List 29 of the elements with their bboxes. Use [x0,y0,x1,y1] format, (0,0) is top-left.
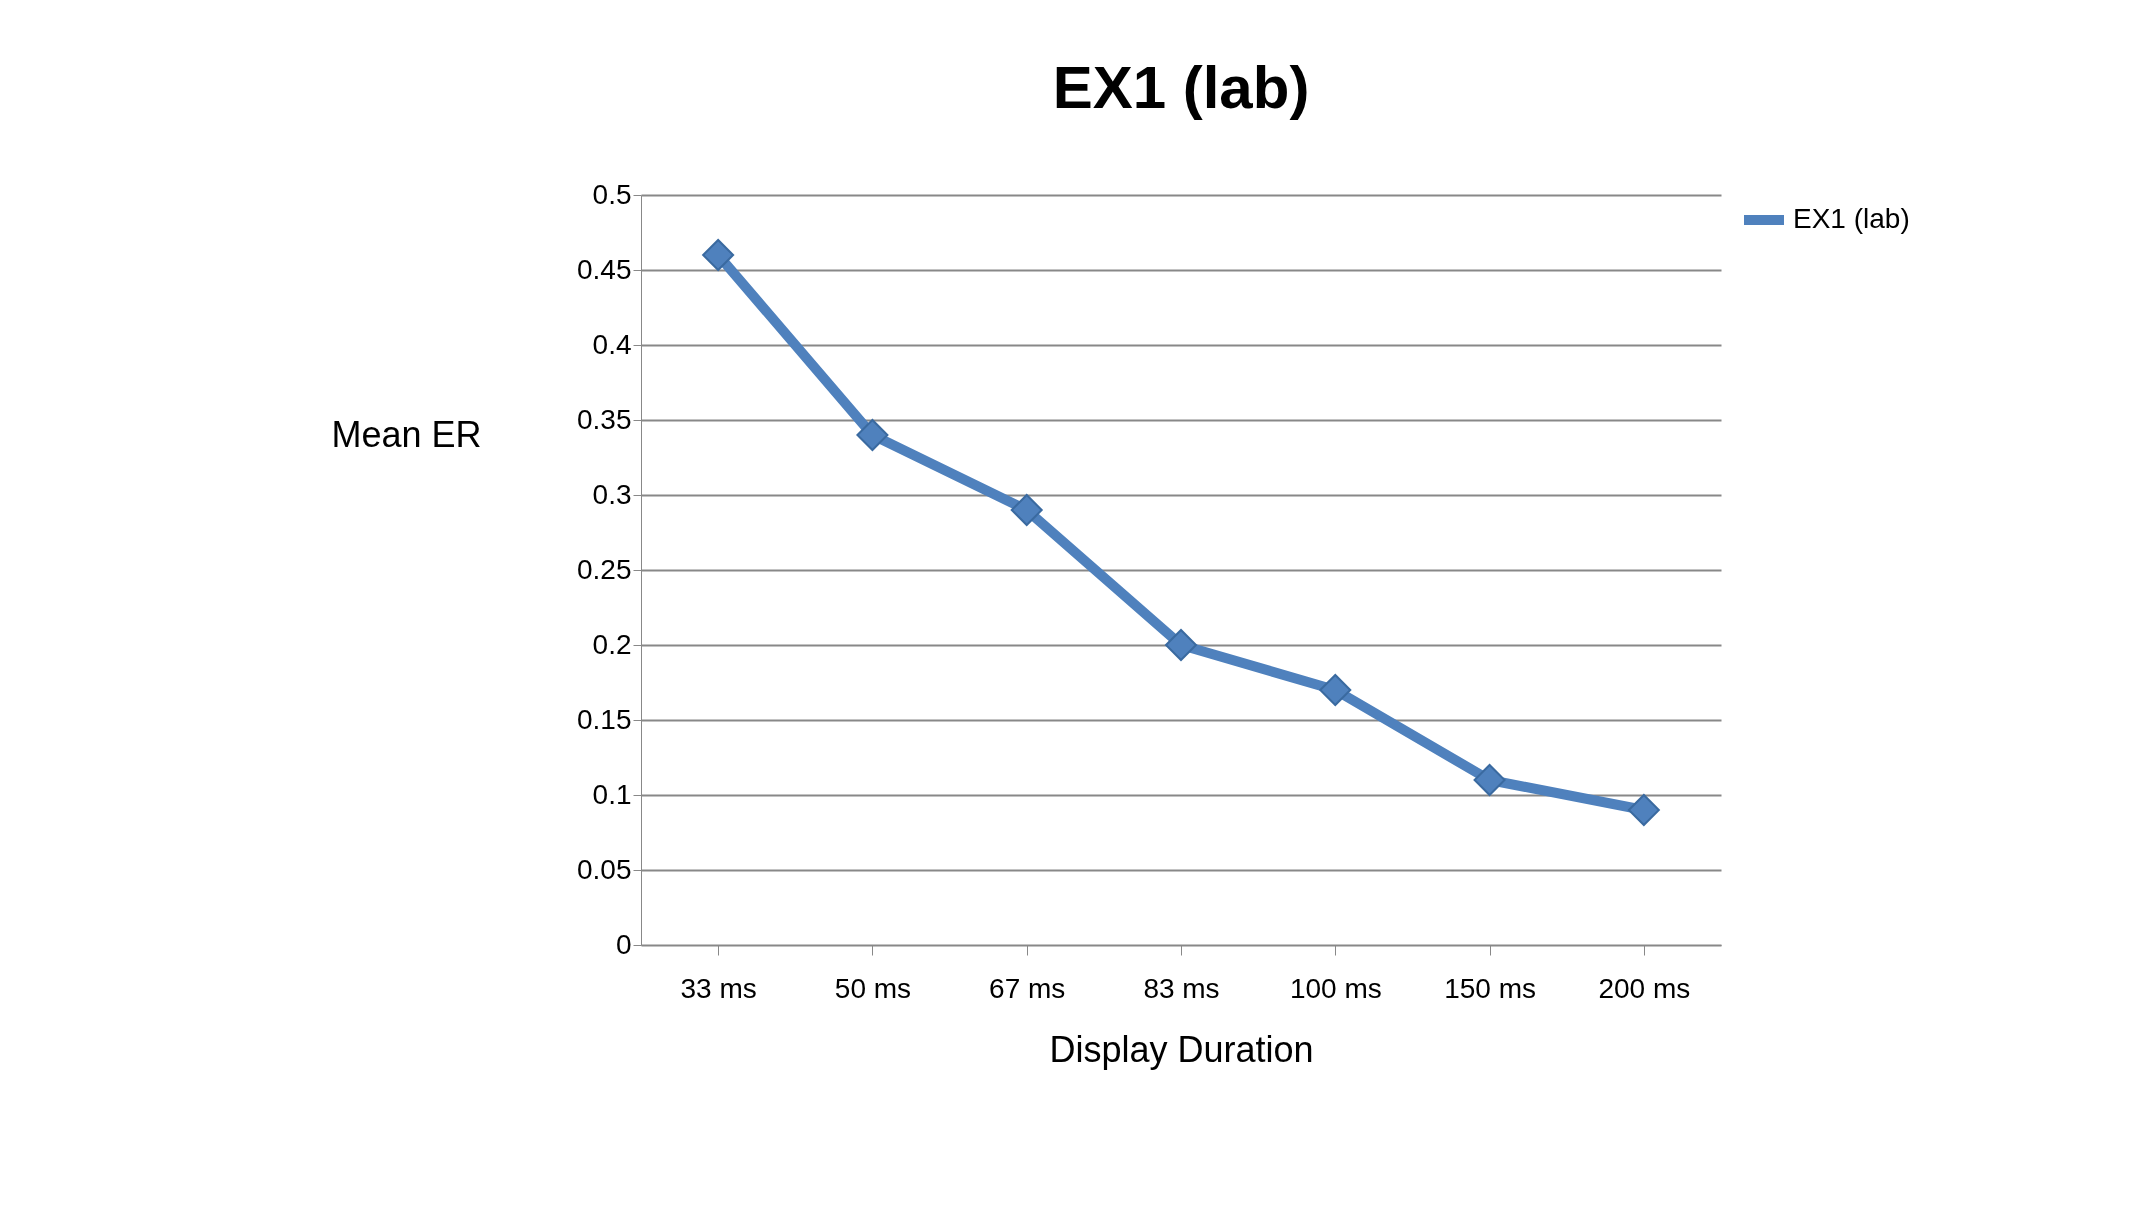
y-tick-label: 0.3 [592,478,632,510]
point [1165,629,1197,661]
x-tick-label: 67 ms [989,972,1066,1004]
x-tick-label: 50 ms [834,972,912,1004]
point [856,419,889,451]
legend-label: EX1 (lab) [1793,203,1910,234]
x-tick-label: 33 ms [680,972,757,1004]
y-tick-label: 0.35 [577,403,632,435]
point [1319,674,1352,706]
y-tick-label: 0 [615,928,632,960]
point [1010,494,1043,526]
y-tick-label: 0.4 [592,328,632,360]
x-tick-label: 150 ms [1444,972,1536,1004]
y-tick-label: 0.45 [577,253,632,285]
point [1473,764,1506,796]
y-tick-label: 0.5 [592,178,632,210]
chart-title: EX1 (lab) [1052,54,1310,121]
y-axis-title: Mean ER [331,413,482,455]
y-tick-label: 0.25 [577,553,632,585]
y-tick-label: 0.1 [592,778,632,810]
y-tick-label: 0.15 [577,703,632,735]
y-tick-label: 0.2 [592,628,632,660]
x-tick-label: 100 ms [1289,972,1382,1004]
point [1627,794,1660,826]
y-tick-label: 0.05 [577,853,632,885]
x-tick-label: 200 ms [1598,972,1691,1004]
x-tick-label: 83 ms [1143,972,1220,1004]
x-axis-title: Display Duration [1049,1028,1314,1070]
point [702,239,735,271]
